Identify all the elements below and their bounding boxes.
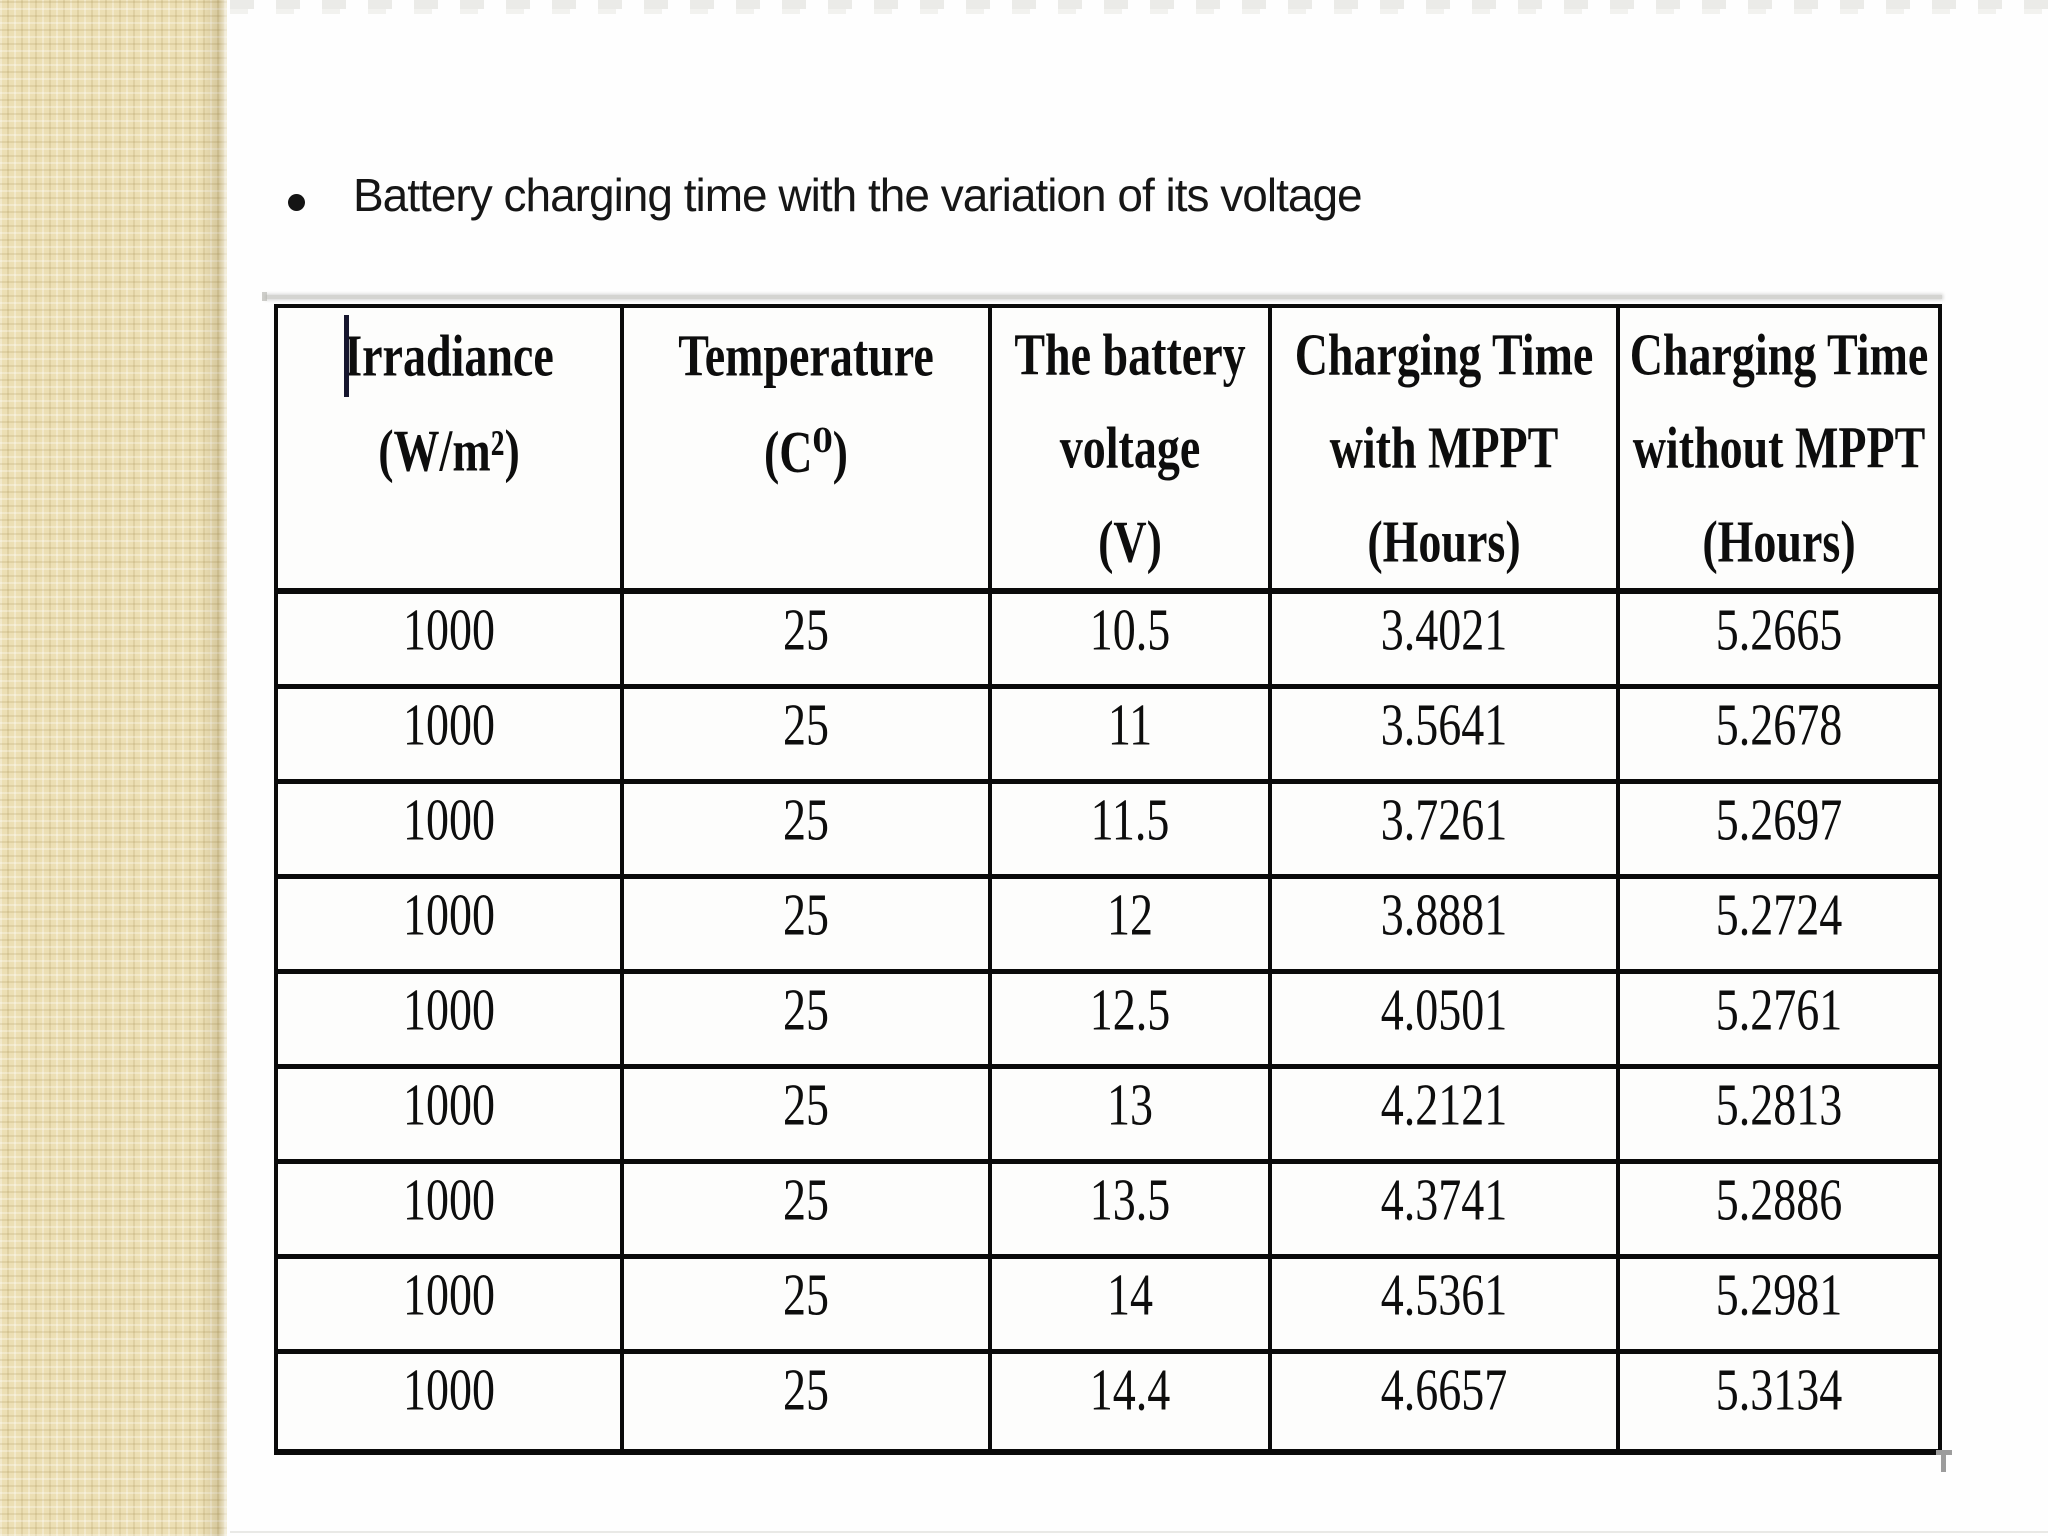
table-cell: 4.5361: [1272, 1259, 1620, 1354]
pasted-image-top-edge: [266, 295, 1942, 299]
table-cell: 13: [992, 1069, 1272, 1164]
text-cursor-caret: [344, 315, 349, 397]
table-cell: 5.2678: [1620, 689, 1938, 784]
header-line: Charging Time: [1629, 321, 1929, 388]
table-cell: 25: [624, 594, 992, 689]
table-cell: 25: [624, 689, 992, 784]
table-cell: 5.2724: [1620, 879, 1938, 974]
image-corner-artifact: [262, 292, 267, 301]
table-cell: 3.5641: [1272, 689, 1620, 784]
header-line: (V): [1098, 508, 1162, 575]
header-line: (Hours): [1367, 508, 1521, 575]
table-cell: 25: [624, 1354, 992, 1449]
bottom-divider-line: [230, 1531, 2048, 1533]
table-cell: 11.5: [992, 784, 1272, 879]
table-cell: 25: [624, 1259, 992, 1354]
table-cell: 3.8881: [1272, 879, 1620, 974]
table-cell: 4.6657: [1272, 1354, 1620, 1449]
top-dashed-texture-row2: [0, 9, 2048, 14]
header-line: The battery: [1014, 321, 1246, 388]
table-cell: 1000: [278, 974, 624, 1069]
header-line: Temperature: [678, 322, 934, 389]
table-cell: 25: [624, 974, 992, 1069]
bullet-icon: [288, 194, 305, 211]
table-cell: 5.2697: [1620, 784, 1938, 879]
table-cell: 1000: [278, 594, 624, 689]
table-cell: 1000: [278, 689, 624, 784]
header-cell-charging-time-no-mppt: Charging Time without MPPT (Hours): [1620, 308, 1938, 594]
header-line: with MPPT: [1329, 414, 1559, 482]
table-cell: 12: [992, 879, 1272, 974]
table-cell: 5.2813: [1620, 1069, 1938, 1164]
table-cell: 4.2121: [1272, 1069, 1620, 1164]
header-cell-temperature: Temperature (C⁰): [624, 308, 992, 594]
table-cell: 25: [624, 784, 992, 879]
table-cell: 5.2886: [1620, 1164, 1938, 1259]
header-line: without MPPT: [1632, 414, 1926, 482]
header-line: (C⁰): [763, 418, 848, 485]
table-cell: 25: [624, 1164, 992, 1259]
table-cell: 5.2665: [1620, 594, 1938, 689]
table-cell: 1000: [278, 1354, 624, 1449]
table-cell: 10.5: [992, 594, 1272, 689]
table-cell: 4.0501: [1272, 974, 1620, 1069]
table-cell: 25: [624, 1069, 992, 1164]
header-line: (Hours): [1702, 508, 1856, 575]
title-row: Battery charging time with the variation…: [288, 168, 1988, 223]
header-cell-irradiance: Irradiance (W/m²): [278, 308, 624, 594]
table-cell: 13.5: [992, 1164, 1272, 1259]
table-cell: 12.5: [992, 974, 1272, 1069]
table-cell: 1000: [278, 879, 624, 974]
table-cell: 5.2981: [1620, 1259, 1938, 1354]
table-cell: 25: [624, 879, 992, 974]
table-cell: 14: [992, 1259, 1272, 1354]
table-cell: 11: [992, 689, 1272, 784]
header-cell-charging-time-mppt: Charging Time with MPPT (Hours): [1272, 308, 1620, 594]
header-line: (W/m²): [378, 417, 520, 484]
table-cell: 14.4: [992, 1354, 1272, 1449]
header-cell-battery-voltage: The battery voltage (V): [992, 308, 1272, 594]
table-cell: 1000: [278, 1164, 624, 1259]
header-line: voltage: [1059, 414, 1201, 482]
table-cell: 3.7261: [1272, 784, 1620, 879]
table-cell: 3.4021: [1272, 594, 1620, 689]
table-cell: 1000: [278, 1069, 624, 1164]
beige-sidebar-texture: [0, 0, 227, 1536]
header-line: Irradiance: [344, 322, 554, 389]
table-cell: 5.2761: [1620, 974, 1938, 1069]
battery-charging-table: Irradiance (W/m²) Temperature (C⁰) The b…: [274, 304, 1942, 1455]
table-cell: 1000: [278, 784, 624, 879]
table-cell: 5.3134: [1715, 1356, 1843, 1423]
top-dashed-texture: [0, 0, 2048, 9]
header-line: Charging Time: [1294, 321, 1594, 388]
table-cell: 1000: [278, 1259, 624, 1354]
table-cell: 4.3741: [1272, 1164, 1620, 1259]
slide-title: Battery charging time with the variation…: [353, 169, 1363, 221]
